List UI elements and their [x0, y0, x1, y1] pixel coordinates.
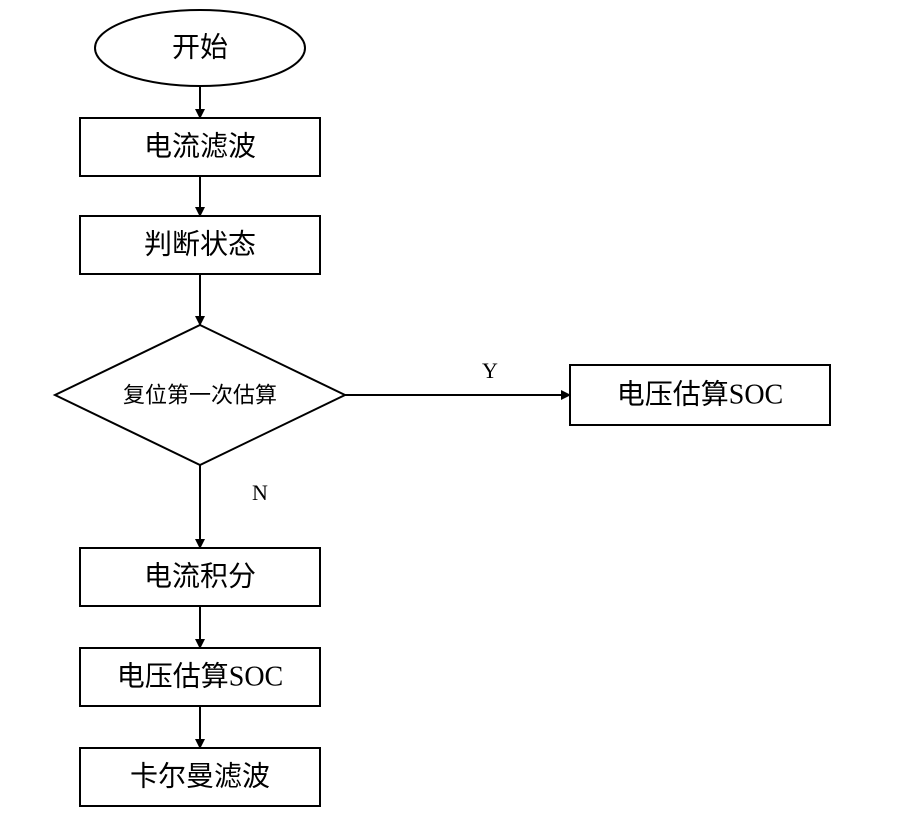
node-judge-label: 判断状态 — [144, 229, 256, 261]
node-voltage_soc_bottom-label: 电压估算SOC — [117, 661, 283, 693]
node-kalman: 卡尔曼滤波 — [80, 748, 320, 806]
node-decision: 复位第一次估算 — [55, 325, 345, 465]
node-decision-label: 复位第一次估算 — [123, 383, 277, 408]
node-judge: 判断状态 — [80, 216, 320, 274]
node-filter: 电流滤波 — [80, 118, 320, 176]
node-kalman-label: 卡尔曼滤波 — [130, 761, 270, 793]
node-voltage_soc_bottom: 电压估算SOC — [80, 648, 320, 706]
node-current_int-label: 电流积分 — [144, 561, 256, 593]
node-filter-label: 电流滤波 — [144, 131, 256, 163]
node-start-label: 开始 — [172, 32, 228, 64]
flow-edge: Y — [345, 358, 570, 395]
flow-edge: N — [200, 465, 268, 548]
edge-label: Y — [482, 358, 498, 383]
node-voltage_soc_right-label: 电压估算SOC — [617, 379, 783, 411]
node-current_int: 电流积分 — [80, 548, 320, 606]
edge-label: N — [252, 480, 268, 505]
node-voltage_soc_right: 电压估算SOC — [570, 365, 830, 425]
flowchart-canvas: YN开始电流滤波判断状态复位第一次估算电压估算SOC电流积分电压估算SOC卡尔曼… — [0, 0, 901, 823]
node-start: 开始 — [95, 10, 305, 86]
